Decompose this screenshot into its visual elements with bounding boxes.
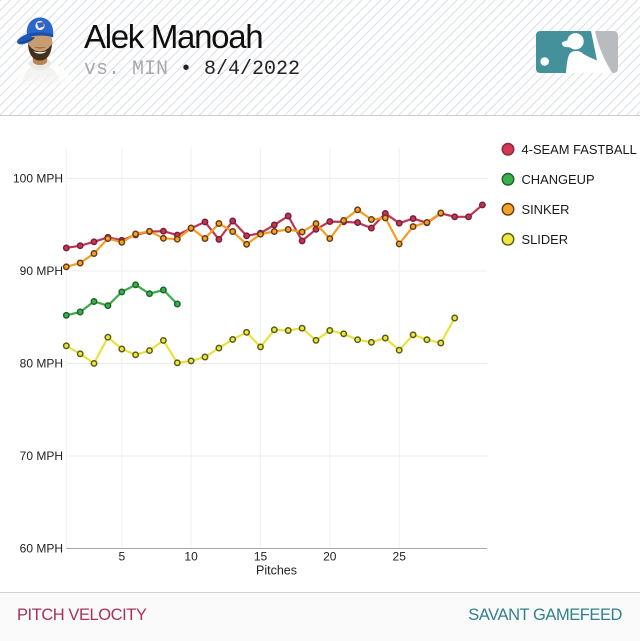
svg-text:100 MPH: 100 MPH <box>13 172 63 186</box>
svg-text:20: 20 <box>323 550 337 564</box>
svg-text:25: 25 <box>393 550 407 564</box>
svg-text:5: 5 <box>118 550 125 564</box>
svg-text:15: 15 <box>254 550 268 564</box>
svg-text:CHANGEUP: CHANGEUP <box>522 172 595 187</box>
svg-text:60 MPH: 60 MPH <box>20 542 63 556</box>
svg-text:10: 10 <box>184 550 198 564</box>
svg-text:80 MPH: 80 MPH <box>20 357 63 371</box>
svg-text:4-SEAM FASTBALL: 4-SEAM FASTBALL <box>522 142 637 157</box>
svg-text:SINKER: SINKER <box>522 202 570 217</box>
svg-text:Pitches: Pitches <box>256 564 297 578</box>
svg-text:SLIDER: SLIDER <box>522 232 569 247</box>
svg-text:90 MPH: 90 MPH <box>20 264 63 278</box>
svg-text:70 MPH: 70 MPH <box>20 449 63 463</box>
